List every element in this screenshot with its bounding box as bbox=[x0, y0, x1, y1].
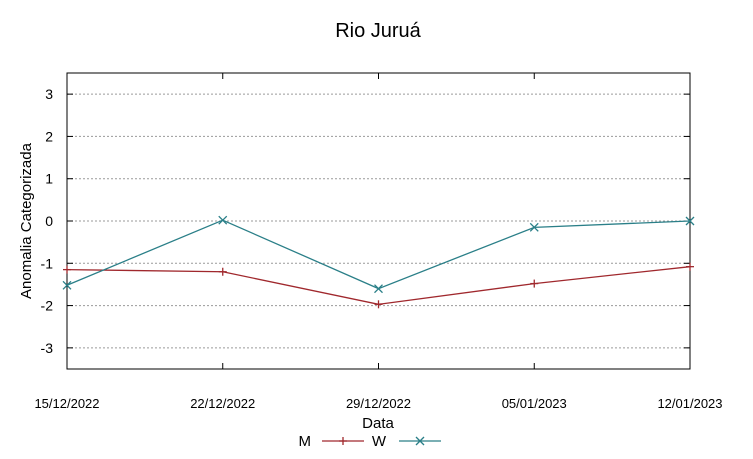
cross-marker bbox=[685, 216, 695, 226]
series-line-w bbox=[66, 219, 691, 290]
x-tick-label: 29/12/2022 bbox=[346, 396, 411, 411]
gridlines bbox=[66, 73, 691, 369]
legend-marker bbox=[415, 436, 425, 446]
y-tick-label: -2 bbox=[41, 298, 54, 314]
plus-marker bbox=[374, 300, 383, 309]
chart-title: Rio Juruá bbox=[335, 20, 421, 42]
cross-marker bbox=[529, 222, 539, 232]
y-axis: 3 2 1 0 -1 -2 -3 bbox=[41, 86, 54, 356]
y-tick-label: -3 bbox=[41, 340, 54, 356]
y-tick-label: 3 bbox=[45, 86, 53, 102]
legend-marker bbox=[339, 437, 347, 445]
y-axis-label: Anomalia Categorizada bbox=[18, 142, 35, 299]
legend: M W bbox=[299, 433, 441, 450]
x-tick-label: 12/01/2023 bbox=[657, 396, 722, 411]
y-tick-label: 1 bbox=[45, 171, 53, 187]
series-line-m bbox=[66, 266, 691, 305]
x-tick-label: 15/12/2022 bbox=[34, 396, 99, 411]
legend-label: W bbox=[372, 433, 387, 450]
legend-item-m: M bbox=[299, 433, 364, 450]
marker-stroke bbox=[415, 436, 425, 446]
marker-stroke bbox=[374, 284, 383, 294]
x-tick-label: 22/12/2022 bbox=[190, 396, 255, 411]
cross-marker bbox=[415, 436, 425, 446]
y-tick-label: 2 bbox=[45, 128, 53, 144]
plus-marker bbox=[63, 265, 71, 274]
plus-marker bbox=[218, 267, 227, 276]
y-tick-label: -1 bbox=[41, 255, 54, 271]
legend-item-w: W bbox=[372, 433, 441, 450]
marker-stroke bbox=[529, 222, 539, 232]
marker-stroke bbox=[685, 216, 695, 226]
cross-marker bbox=[62, 280, 72, 290]
plus-marker bbox=[339, 437, 347, 445]
series-layer bbox=[62, 215, 695, 309]
y-tick-label: 0 bbox=[45, 213, 53, 229]
x-axis-label: Data bbox=[362, 415, 394, 432]
cross-marker bbox=[218, 215, 228, 225]
plus-marker bbox=[686, 262, 694, 271]
marker-stroke bbox=[62, 280, 72, 290]
marker-stroke bbox=[218, 215, 228, 225]
x-axis: 15/12/2022 22/12/2022 29/12/2022 05/01/2… bbox=[34, 396, 722, 411]
cross-marker bbox=[374, 284, 383, 294]
legend-label: M bbox=[299, 433, 312, 450]
x-tick-label: 05/01/2023 bbox=[502, 396, 567, 411]
plus-marker bbox=[530, 279, 539, 288]
